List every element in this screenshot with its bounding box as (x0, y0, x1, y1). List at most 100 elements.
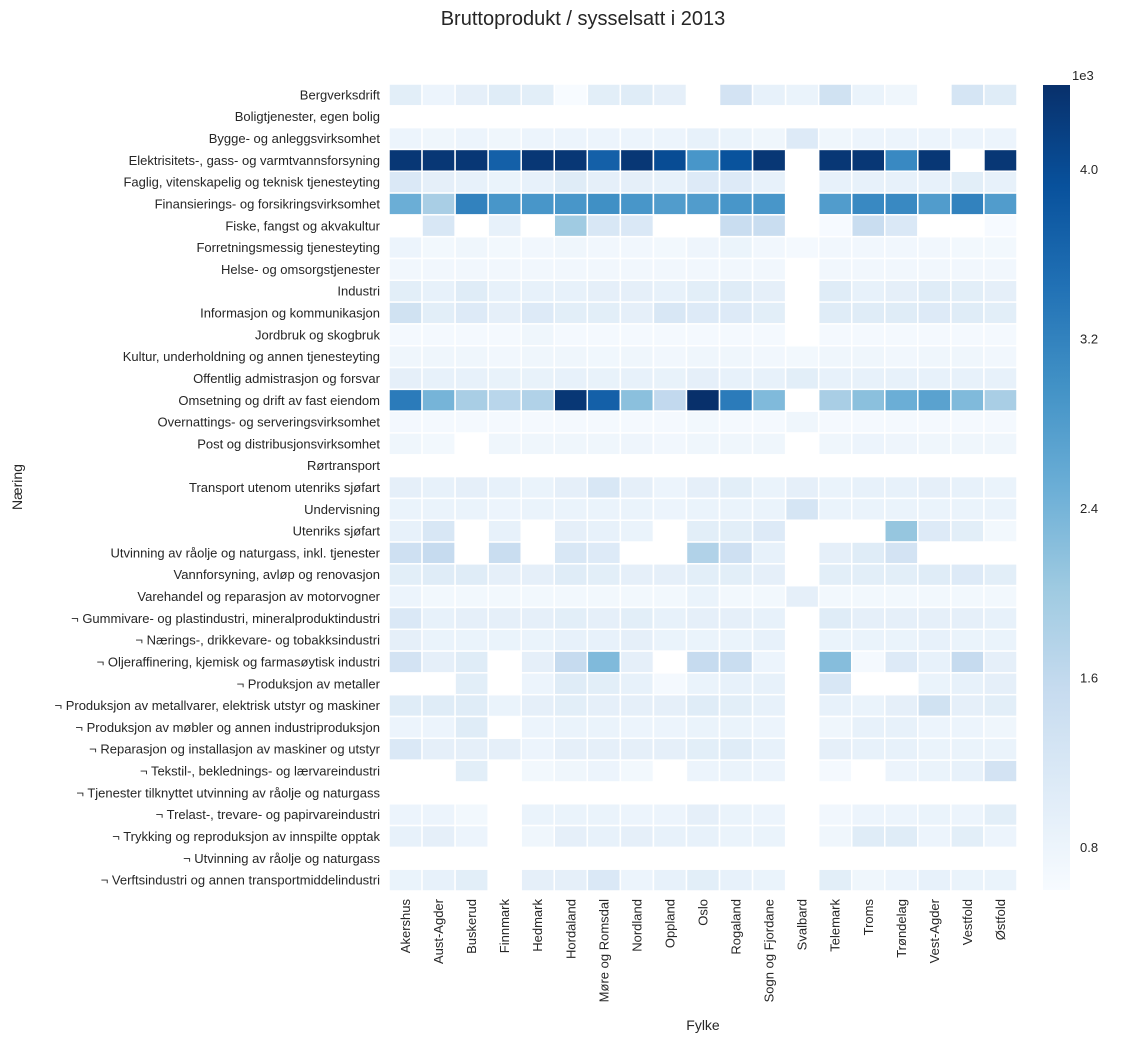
heatmap-cell (389, 586, 422, 608)
heatmap-cell (620, 411, 653, 433)
heatmap-cell (422, 237, 455, 259)
heatmap-cell (686, 520, 719, 542)
heatmap-cell (852, 149, 885, 171)
heatmap-cell (918, 171, 951, 193)
heatmap-cell (786, 237, 819, 259)
heatmap-cell (720, 215, 753, 237)
heatmap-cell (653, 804, 686, 826)
heatmap-cell (720, 520, 753, 542)
heatmap-cell (753, 695, 786, 717)
heatmap-cell (422, 564, 455, 586)
heatmap-cell (488, 411, 521, 433)
y-tick-label: Overnattings- og serveringsvirksomhet (157, 415, 380, 430)
heatmap-cell (422, 302, 455, 324)
heatmap-cell (686, 804, 719, 826)
heatmap-cell (753, 804, 786, 826)
heatmap-cell (653, 607, 686, 629)
heatmap-cell (951, 804, 984, 826)
heatmap-cell (786, 477, 819, 499)
heatmap-cell (951, 498, 984, 520)
heatmap-cell (984, 149, 1017, 171)
y-tick-label: ¬ Utvinning av råolje og naturgass (183, 851, 380, 866)
heatmap-cell (389, 237, 422, 259)
heatmap-cell (819, 215, 852, 237)
heatmap-cell (620, 193, 653, 215)
heatmap-cell (852, 280, 885, 302)
heatmap-cell (686, 629, 719, 651)
heatmap-cell (554, 673, 587, 695)
heatmap-cell (653, 477, 686, 499)
heatmap-cell (521, 760, 554, 782)
heatmap-cell (587, 804, 620, 826)
heatmap-cell (885, 433, 918, 455)
heatmap-cell (587, 869, 620, 891)
y-tick-label: ¬ Trykking og reproduksjon av innspilte … (112, 829, 380, 844)
heatmap-cell (455, 171, 488, 193)
heatmap-cell (786, 411, 819, 433)
heatmap-cell (753, 84, 786, 106)
heatmap-cell (488, 324, 521, 346)
heatmap-cell (554, 171, 587, 193)
heatmap-cell (885, 171, 918, 193)
heatmap-cell (819, 258, 852, 280)
heatmap-cell (422, 171, 455, 193)
heatmap-cell (521, 433, 554, 455)
heatmap-cell (720, 804, 753, 826)
heatmap-cell (686, 651, 719, 673)
heatmap-cell (819, 149, 852, 171)
heatmap-cell (587, 564, 620, 586)
heatmap-cell (720, 498, 753, 520)
heatmap-cell (885, 826, 918, 848)
heatmap-cell (852, 237, 885, 259)
heatmap-cell (521, 149, 554, 171)
heatmap-cell (521, 607, 554, 629)
heatmap-cell (554, 498, 587, 520)
colorbar-tick-label: 0.8 (1080, 840, 1098, 855)
heatmap-cell (686, 128, 719, 150)
heatmap-cell (984, 171, 1017, 193)
heatmap-cell (918, 302, 951, 324)
heatmap-cell (620, 629, 653, 651)
heatmap-cell (620, 237, 653, 259)
heatmap-cell (951, 869, 984, 891)
heatmap-cell (554, 629, 587, 651)
heatmap-cell (786, 368, 819, 390)
heatmap-cell (389, 629, 422, 651)
y-tick-label: ¬ Verftsindustri og annen transportmidde… (101, 873, 380, 888)
heatmap-cell (918, 607, 951, 629)
heatmap-cell (554, 128, 587, 150)
heatmap-cell (720, 826, 753, 848)
heatmap-cell (587, 368, 620, 390)
heatmap-cell (918, 564, 951, 586)
heatmap-cell (984, 84, 1017, 106)
heatmap-cell (620, 607, 653, 629)
heatmap-cell (720, 149, 753, 171)
heatmap-cell (786, 346, 819, 368)
heatmap-cell (753, 673, 786, 695)
heatmap-cell (389, 651, 422, 673)
heatmap-cell (620, 302, 653, 324)
heatmap-cell (819, 346, 852, 368)
heatmap-cell (455, 673, 488, 695)
heatmap-cell (554, 477, 587, 499)
heatmap-cell (951, 826, 984, 848)
y-tick-label: Kultur, underholdning og annen tjenestey… (123, 349, 380, 364)
heatmap-cell (852, 498, 885, 520)
heatmap-cell (653, 302, 686, 324)
heatmap-cell (422, 586, 455, 608)
heatmap-cell (455, 346, 488, 368)
heatmap-cell (819, 237, 852, 259)
heatmap-cell (455, 629, 488, 651)
heatmap-cell (521, 346, 554, 368)
heatmap-cell (422, 477, 455, 499)
heatmap-cell (686, 826, 719, 848)
y-tick-labels: Bergverksdrift Boligtjenester, egen bolig… (55, 87, 381, 887)
heatmap-cell (587, 215, 620, 237)
heatmap-cell (885, 804, 918, 826)
heatmap-cell (422, 607, 455, 629)
heatmap-cell (554, 215, 587, 237)
heatmap-cell (720, 128, 753, 150)
heatmap-cell (455, 368, 488, 390)
heatmap-cell (653, 629, 686, 651)
heatmap-cell (918, 629, 951, 651)
